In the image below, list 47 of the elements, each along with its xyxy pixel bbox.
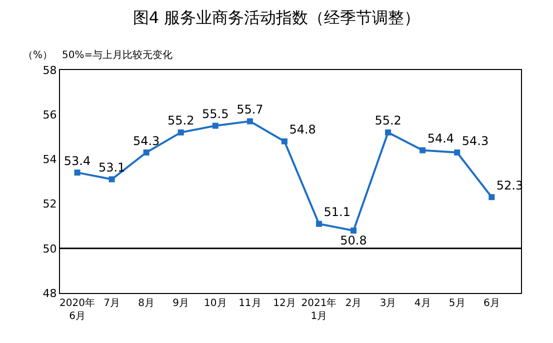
point bbox=[385, 129, 392, 136]
y-tick-label: 58 bbox=[42, 64, 57, 77]
x-tick-label: 8月 bbox=[138, 298, 155, 309]
x-tick-label: 11月 bbox=[238, 298, 262, 309]
x-tick-label: 10月 bbox=[204, 298, 227, 309]
text: 50%=与上月比较无变化 bbox=[62, 49, 173, 61]
y-tick-label: 48 bbox=[42, 286, 57, 300]
x-tick-label: 2020年 6月 bbox=[60, 297, 95, 322]
y-axis-title: （%） bbox=[23, 50, 53, 61]
data-label: 55.2 bbox=[168, 114, 194, 128]
chart-title: 图4 服务业商务活动指数（经季节调整） bbox=[132, 8, 420, 28]
y-tick-label: 50 bbox=[42, 242, 57, 256]
y-tick-label: 54 bbox=[42, 153, 57, 166]
point bbox=[454, 150, 460, 156]
x-tick-label: 4月 bbox=[414, 298, 431, 309]
data-label: 50.8 bbox=[340, 233, 367, 248]
data-label: 53.4 bbox=[64, 154, 91, 168]
x-tick-label: 12月 bbox=[273, 298, 296, 309]
data-label: 55.7 bbox=[236, 102, 264, 117]
point bbox=[246, 118, 253, 124]
point bbox=[74, 170, 80, 176]
x-tick-label: 9月 bbox=[172, 298, 190, 309]
point bbox=[178, 129, 184, 136]
x-tick-label: 7月 bbox=[104, 298, 120, 309]
data-label: 54.3 bbox=[132, 134, 160, 148]
x-tick-label: 2月 bbox=[345, 298, 362, 309]
point bbox=[143, 150, 150, 156]
point bbox=[488, 194, 495, 200]
x-tick-label: 5月 bbox=[448, 298, 466, 309]
data-label: 55.5 bbox=[202, 107, 229, 121]
x-tick-label: 2021年 1月 bbox=[301, 297, 337, 322]
data-label: 54.8 bbox=[289, 122, 316, 137]
point bbox=[212, 122, 218, 129]
point bbox=[316, 220, 322, 227]
point bbox=[108, 176, 115, 182]
y-tick-label: 52 bbox=[42, 198, 57, 211]
point bbox=[420, 147, 426, 154]
data-label: 54.4 bbox=[427, 132, 454, 146]
x-tick-label: 3月 bbox=[380, 298, 396, 309]
y-tick-label: 56 bbox=[42, 108, 57, 122]
point bbox=[281, 138, 288, 144]
data-label: 54.3 bbox=[462, 134, 489, 148]
data-label: 55.2 bbox=[374, 114, 402, 128]
x-tick-label: 6月 bbox=[483, 298, 500, 309]
data-label: 51.1 bbox=[324, 205, 350, 220]
point bbox=[350, 228, 357, 234]
data-label: 53.1 bbox=[98, 160, 126, 175]
